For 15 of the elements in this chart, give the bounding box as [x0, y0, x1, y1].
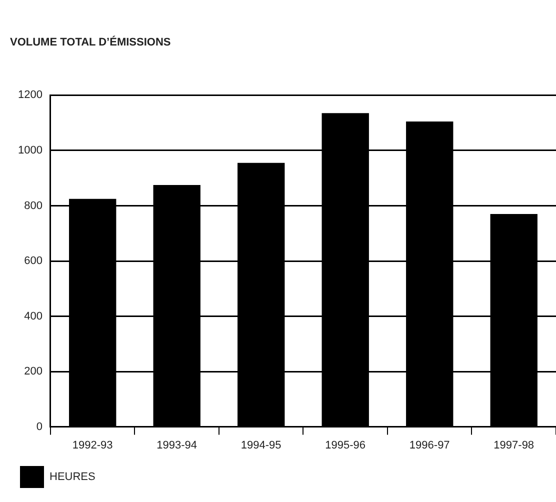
x-tick-label: 1992-93	[72, 439, 113, 452]
y-tick-label: 200	[24, 366, 42, 378]
x-tick-label: 1995-96	[325, 439, 366, 452]
x-tick-label: 1994-95	[240, 439, 282, 452]
x-tick-label: 1997-98	[494, 439, 534, 452]
y-tick-label: 600	[24, 255, 42, 268]
x-tick-label: 1996-97	[409, 439, 450, 452]
x-tick-label: 1993-94	[156, 439, 198, 452]
legend-label: HEURES	[50, 471, 96, 484]
y-tick-label: 800	[24, 200, 42, 212]
chart-title: VOLUME TOTAL D’ÉMISSIONS	[10, 36, 171, 49]
y-tick-label: 1000	[18, 144, 42, 156]
y-tick-label: 1200	[18, 89, 42, 102]
y-tick-label: 400	[24, 310, 42, 322]
y-tick-label: 0	[36, 420, 42, 433]
